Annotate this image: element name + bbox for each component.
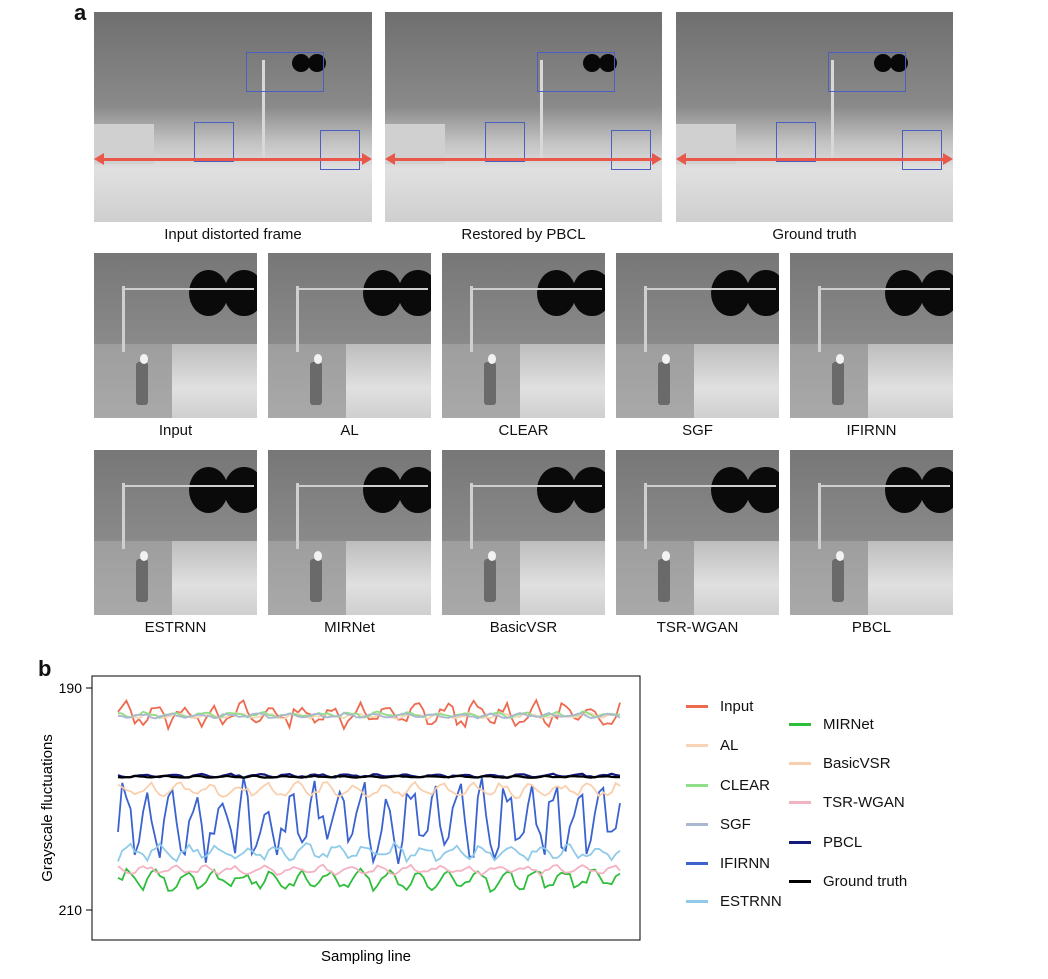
legend-swatch-ground-truth bbox=[789, 880, 811, 883]
series-line-ifirnn bbox=[117, 777, 621, 866]
crop-pbcl bbox=[790, 450, 953, 615]
crop-basicvsr bbox=[442, 450, 605, 615]
series-line-sgf bbox=[117, 712, 621, 720]
caption-sgf: SGF bbox=[682, 422, 713, 439]
legend-label-estrnn: ESTRNN bbox=[720, 893, 782, 910]
input-distorted-frame-image bbox=[94, 12, 372, 222]
legend-swatch-al bbox=[686, 744, 708, 747]
legend-swatch-ifirnn bbox=[686, 862, 708, 865]
caption-basicvsr: BasicVSR bbox=[489, 619, 558, 636]
crop-al bbox=[268, 253, 431, 418]
ytick-label-210: 190 bbox=[59, 680, 83, 696]
series-line-ground-truth bbox=[117, 774, 621, 779]
crop-tsr-wgan bbox=[616, 450, 779, 615]
legend-label-ifirnn: IFIRNN bbox=[720, 855, 770, 872]
legend-swatch-clear bbox=[686, 784, 708, 787]
legend-swatch-mirnet bbox=[789, 723, 811, 726]
series-line-tsr-wgan bbox=[117, 863, 621, 877]
legend-item-pbcl: PBCL bbox=[789, 834, 862, 851]
crop-clear bbox=[442, 253, 605, 418]
legend-label-pbcl: PBCL bbox=[823, 834, 863, 851]
legend-swatch-sgf bbox=[686, 823, 708, 826]
caption-input: Input bbox=[158, 422, 193, 439]
series-line-basicvsr bbox=[117, 780, 621, 800]
crop-sgf bbox=[616, 253, 779, 418]
ytick-label-190: 210 bbox=[59, 902, 83, 918]
ground-truth-image bbox=[676, 12, 953, 222]
panel-a-label: a bbox=[74, 0, 87, 25]
legend-item-ground-truth: Ground truth bbox=[789, 873, 907, 890]
caption-tsr-wgan: TSR-WGAN bbox=[656, 619, 739, 636]
series-line-estrnn bbox=[117, 840, 621, 864]
legend-label-sgf: SGF bbox=[720, 816, 751, 833]
crop-estrnn bbox=[94, 450, 257, 615]
legend-label-input: Input bbox=[720, 698, 754, 715]
legend-label-tsr-wgan: TSR-WGAN bbox=[823, 794, 905, 811]
legend-swatch-pbcl bbox=[789, 841, 811, 844]
legend-label-basicvsr: BasicVSR bbox=[823, 755, 891, 772]
caption-estrnn: ESTRNN bbox=[144, 619, 207, 636]
legend-swatch-tsr-wgan bbox=[789, 801, 811, 804]
caption-input-distorted-frame: Input distorted frame bbox=[164, 226, 302, 243]
caption-ifirnn: IFIRNN bbox=[846, 422, 897, 439]
legend-item-sgf: SGF bbox=[686, 816, 751, 833]
legend-item-input: Input bbox=[686, 698, 753, 715]
legend-swatch-basicvsr bbox=[789, 762, 811, 765]
crop-input bbox=[94, 253, 257, 418]
crop-mirnet bbox=[268, 450, 431, 615]
caption-clear: CLEAR bbox=[498, 422, 549, 439]
legend-swatch-input bbox=[686, 705, 708, 708]
legend-swatch-estrnn bbox=[686, 900, 708, 903]
caption-pbcl: PBCL bbox=[851, 619, 892, 636]
legend-item-al: AL bbox=[686, 737, 738, 754]
caption-mirnet: MIRNet bbox=[324, 619, 375, 636]
legend-item-tsr-wgan: TSR-WGAN bbox=[789, 794, 905, 811]
legend-label-ground-truth: Ground truth bbox=[823, 873, 908, 890]
legend-label-mirnet: MIRNet bbox=[823, 716, 874, 733]
caption-restored-by-pbcl: Restored by PBCL bbox=[461, 226, 586, 243]
crop-ifirnn bbox=[790, 253, 953, 418]
series-line-input bbox=[117, 698, 621, 732]
legend-item-basicvsr: BasicVSR bbox=[789, 755, 891, 772]
x-axis-label: Sampling line bbox=[321, 948, 411, 965]
legend-item-clear: CLEAR bbox=[686, 777, 770, 794]
legend-item-ifirnn: IFIRNN bbox=[686, 855, 770, 872]
plot-frame bbox=[91, 675, 641, 941]
caption-ground-truth: Ground truth bbox=[772, 226, 857, 243]
panel-b-label: b bbox=[38, 656, 52, 681]
legend-label-clear: CLEAR bbox=[720, 777, 771, 794]
caption-al: AL bbox=[340, 422, 359, 439]
restored-by-pbcl-image bbox=[385, 12, 662, 222]
legend-label-al: AL bbox=[720, 737, 739, 754]
legend-item-estrnn: ESTRNN bbox=[686, 893, 782, 910]
legend-item-mirnet: MIRNet bbox=[789, 716, 874, 733]
y-axis-label: Grayscale fluctuations bbox=[39, 734, 56, 882]
